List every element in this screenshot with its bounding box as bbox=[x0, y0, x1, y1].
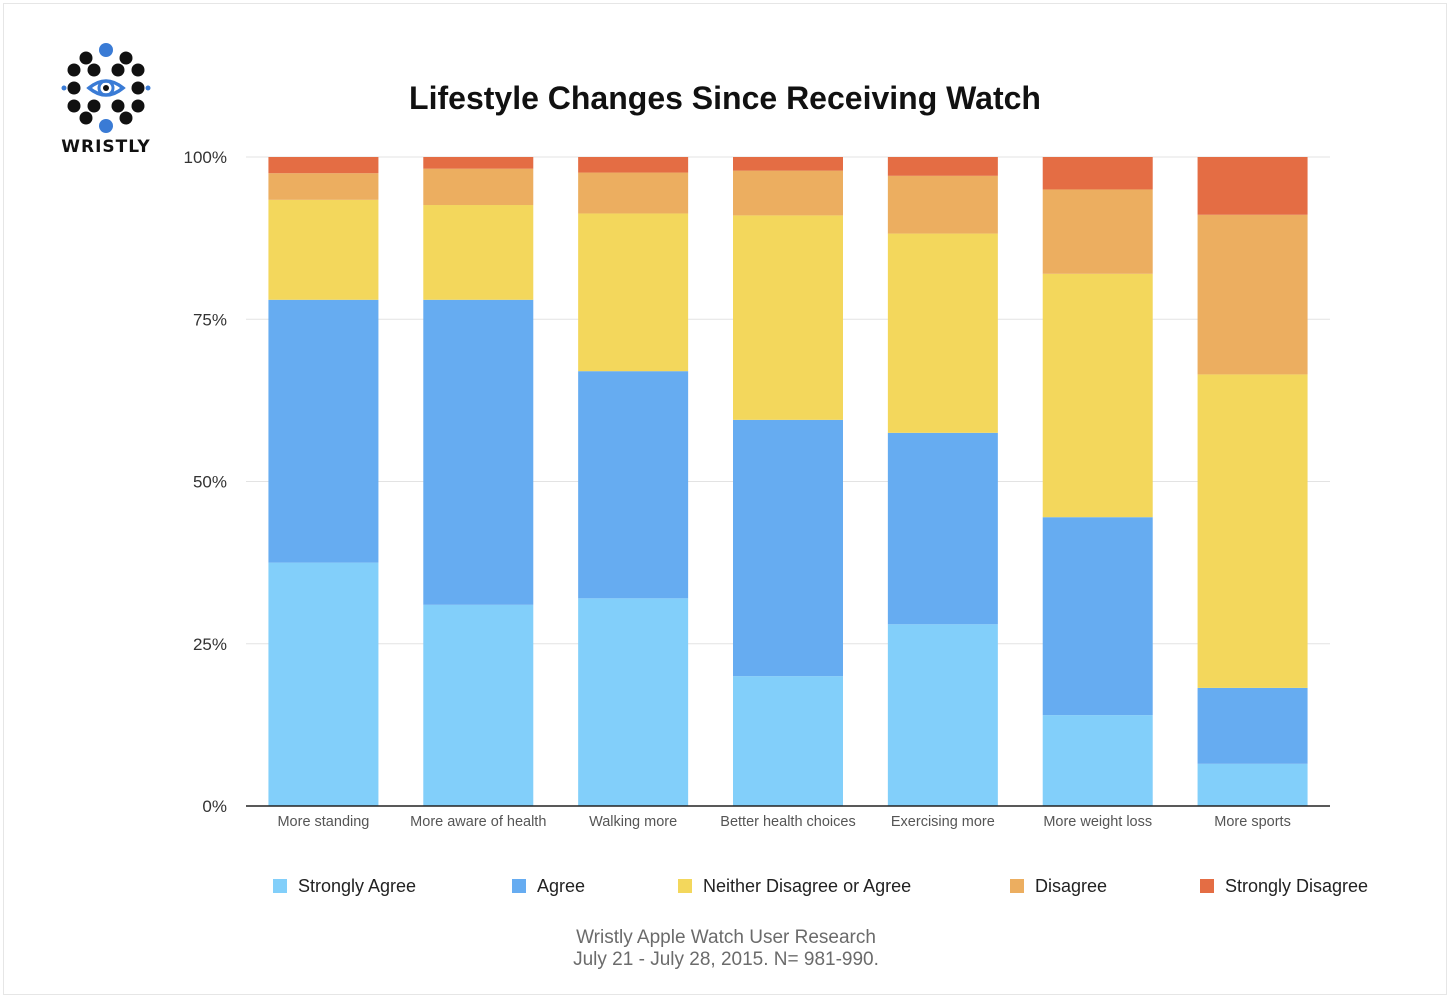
bar-segment bbox=[268, 299, 379, 563]
eye-pupil bbox=[103, 85, 109, 91]
logo-dot bbox=[79, 111, 93, 125]
logo-dot bbox=[67, 99, 81, 113]
logo-dot bbox=[61, 85, 67, 91]
x-tick-label: Exercising more bbox=[891, 814, 995, 830]
bar-segment bbox=[1197, 687, 1308, 764]
bar-segment bbox=[1042, 273, 1153, 518]
legend-label: Agree bbox=[537, 875, 586, 896]
y-tick-label: 75% bbox=[193, 310, 227, 329]
x-tick-label: More aware of health bbox=[410, 814, 546, 830]
legend-item: Strongly Disagree bbox=[1200, 872, 1368, 900]
legend-item: Neither Disagree or Agree bbox=[678, 872, 911, 900]
bar-segment bbox=[1042, 189, 1153, 274]
footer-source: Wristly Apple Watch User Research bbox=[576, 927, 876, 948]
logo-dot bbox=[99, 119, 113, 133]
bar-segment bbox=[268, 157, 379, 174]
bar-segment bbox=[423, 299, 534, 605]
wristly-logo bbox=[61, 43, 151, 133]
legend-label: Strongly Disagree bbox=[1225, 875, 1369, 896]
bar-segment bbox=[423, 168, 534, 206]
bar-segment bbox=[578, 157, 689, 173]
bar-segment bbox=[733, 676, 843, 806]
legend-label: Disagree bbox=[1035, 875, 1108, 896]
logo-dot bbox=[131, 63, 145, 77]
brand-name: WRISTLY bbox=[61, 137, 151, 157]
logo-dot bbox=[119, 51, 133, 65]
legend-swatch bbox=[678, 879, 692, 893]
legend-swatch bbox=[273, 879, 287, 893]
y-tick-label: 50% bbox=[193, 473, 227, 492]
chart-legend: Strongly Agree Agree Neither Disagree or A… bbox=[0, 872, 1452, 902]
legend-item: Disagree bbox=[1010, 872, 1107, 900]
logo-dot bbox=[111, 99, 125, 113]
bar-segment bbox=[1197, 157, 1308, 215]
bar-segment bbox=[1042, 517, 1153, 716]
legend-item: Agree bbox=[512, 872, 585, 900]
logo-dot bbox=[87, 99, 101, 113]
bar-segment bbox=[1042, 157, 1153, 190]
chart-title: Lifestyle Changes Since Receiving Watch bbox=[409, 80, 1041, 116]
bar-segment bbox=[1042, 715, 1153, 806]
bar-segment bbox=[733, 419, 843, 677]
eye-iris bbox=[97, 79, 115, 97]
legend-item: Strongly Agree bbox=[273, 872, 416, 900]
bar-segment bbox=[733, 157, 843, 171]
bar-segment bbox=[733, 215, 843, 420]
eye-icon bbox=[86, 79, 126, 97]
logo-dot bbox=[67, 81, 81, 95]
bar-segment bbox=[887, 233, 998, 433]
stacked-bar-chart: 0% 25% 50% 75% 100% More standing More aware o… bbox=[184, 148, 1330, 830]
y-tick-label: 100% bbox=[184, 148, 227, 167]
logo-dot bbox=[145, 85, 151, 91]
x-tick-label: More sports bbox=[1214, 814, 1291, 830]
bar-segment bbox=[887, 432, 998, 625]
legend-swatch bbox=[1010, 879, 1024, 893]
bar-segment bbox=[578, 598, 689, 806]
legend-swatch bbox=[1200, 879, 1214, 893]
x-tick-label: More standing bbox=[277, 814, 369, 830]
legend-label: Strongly Agree bbox=[298, 875, 417, 896]
bar-segment bbox=[1197, 763, 1308, 806]
bar-segment bbox=[578, 371, 689, 599]
x-tick-label: More weight loss bbox=[1043, 814, 1152, 830]
logo-dot bbox=[87, 63, 101, 77]
bar-segment bbox=[423, 205, 534, 300]
bar-segment bbox=[423, 604, 534, 806]
legend-swatch bbox=[512, 879, 526, 893]
bar-segment bbox=[887, 624, 998, 806]
bar-segment bbox=[578, 213, 689, 372]
bar-segment bbox=[887, 175, 998, 234]
legend-label: Neither Disagree or Agree bbox=[703, 875, 912, 896]
bar-segment bbox=[1197, 374, 1308, 688]
bar-segment bbox=[423, 157, 534, 169]
logo-dot bbox=[79, 51, 93, 65]
bar-segment bbox=[887, 157, 998, 176]
logo-dot bbox=[119, 111, 133, 125]
x-tick-label: Walking more bbox=[589, 814, 677, 830]
bar-segment bbox=[733, 170, 843, 216]
chart-footer: Wristly Apple Watch User Research July 2… bbox=[0, 927, 1452, 971]
bar-segment bbox=[1197, 214, 1308, 375]
footer-date-range: July 21 - July 28, 2015. N= 981-990. bbox=[573, 949, 879, 970]
logo-dot bbox=[131, 81, 145, 95]
logo-dot bbox=[131, 99, 145, 113]
logo-dot bbox=[111, 63, 125, 77]
logo-dot bbox=[67, 63, 81, 77]
bar-segment bbox=[268, 173, 379, 200]
x-tick-label: Better health choices bbox=[720, 814, 855, 830]
bar-segment bbox=[578, 172, 689, 214]
bar-segment bbox=[268, 199, 379, 300]
y-tick-label: 0% bbox=[202, 797, 227, 816]
logo-dot bbox=[99, 43, 113, 57]
y-tick-label: 25% bbox=[193, 635, 227, 654]
bar-segment bbox=[268, 562, 379, 806]
